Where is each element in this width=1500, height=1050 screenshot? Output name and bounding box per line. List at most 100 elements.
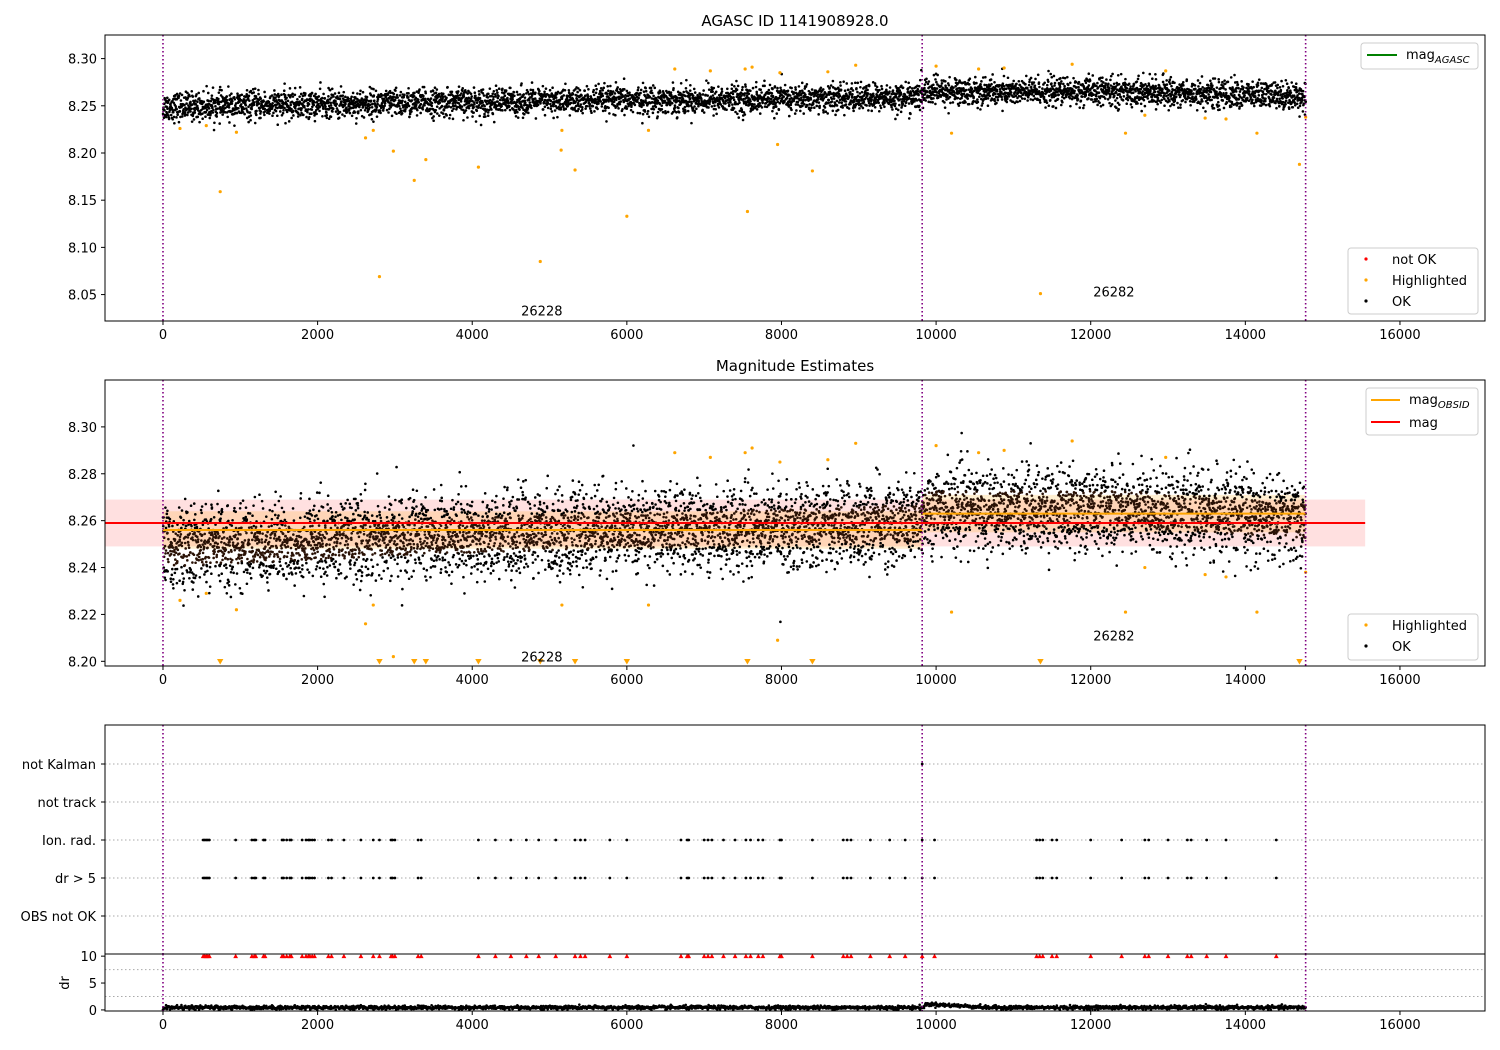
ok-point: [435, 105, 439, 108]
ok-point: [1074, 80, 1078, 84]
ok-point: [196, 106, 200, 110]
ok-point: [828, 86, 831, 90]
ok-point: [1188, 99, 1192, 103]
ok-point: [571, 92, 575, 96]
ok-point: [282, 101, 286, 105]
ok-point: [471, 115, 474, 118]
ok-point: [837, 101, 841, 104]
ok-point: [850, 95, 854, 99]
ok-point: [164, 115, 168, 119]
ok-point: [733, 84, 736, 88]
ok-point: [324, 105, 327, 109]
ok-point: [432, 115, 435, 118]
ok-point: [228, 121, 231, 124]
ok-point: [949, 101, 952, 105]
ok-point: [1047, 104, 1051, 108]
ok-point: [1103, 97, 1107, 100]
ok-point: [802, 112, 806, 115]
ok-point: [185, 102, 188, 105]
ok-point: [990, 82, 993, 86]
ok-point: [1126, 98, 1130, 102]
ok-point: [492, 90, 496, 93]
ok-point: [891, 108, 894, 111]
ok-point: [350, 95, 353, 99]
ok-point: [1122, 95, 1126, 98]
ok-point: [1190, 89, 1193, 93]
ok-point: [1151, 77, 1154, 81]
ok-point: [1084, 81, 1088, 85]
ok-point: [643, 110, 647, 113]
ok-point: [1179, 106, 1182, 109]
ok-point: [1161, 88, 1164, 91]
ok-point: [551, 86, 554, 90]
ok-point: [247, 105, 250, 109]
ok-point: [320, 96, 324, 100]
ok-point: [797, 85, 801, 88]
ok-point: [652, 94, 655, 98]
ok-point: [923, 86, 926, 90]
ok-point: [318, 109, 321, 113]
ok-point: [1153, 90, 1157, 94]
ok-point: [614, 113, 617, 117]
ok-point: [202, 89, 205, 93]
ok-point: [1064, 95, 1068, 99]
ok-point: [858, 107, 861, 110]
ok-point: [1148, 72, 1152, 76]
ok-point: [201, 112, 204, 115]
ok-point: [335, 107, 339, 110]
ok-point: [591, 104, 595, 108]
ok-point: [283, 82, 286, 85]
ok-point: [252, 103, 256, 107]
ok-point: [356, 92, 359, 95]
ok-point: [839, 80, 842, 84]
ok-point: [699, 93, 702, 97]
ok-point: [563, 88, 567, 92]
ok-point: [362, 116, 366, 119]
ok-point: [653, 86, 657, 90]
ok-point: [660, 104, 664, 107]
ok-point: [841, 106, 844, 109]
ok-point: [741, 85, 744, 89]
ok-point: [259, 110, 263, 113]
ok-point: [1077, 85, 1080, 89]
ok-point: [430, 112, 433, 115]
ok-point: [331, 110, 334, 113]
ok-point: [194, 102, 198, 106]
ok-point: [478, 114, 481, 118]
ok-point: [1229, 76, 1233, 79]
ok-point: [1245, 96, 1249, 100]
ok-point: [431, 93, 434, 97]
ok-point: [313, 119, 317, 123]
ok-point: [918, 104, 921, 108]
ok-point: [543, 113, 547, 117]
ok-point: [472, 105, 475, 109]
ok-point: [516, 110, 519, 114]
ok-point: [220, 88, 223, 92]
ok-point: [241, 110, 245, 114]
ok-point: [918, 108, 922, 112]
ok-point: [968, 82, 971, 86]
ok-point: [191, 95, 195, 98]
ok-point: [492, 98, 495, 101]
ok-point: [1047, 94, 1051, 98]
ok-point: [1143, 104, 1147, 108]
ok-point: [1041, 92, 1045, 95]
ok-point: [419, 102, 423, 106]
ok-point: [478, 96, 482, 100]
ok-point: [931, 101, 934, 104]
ok-point: [554, 96, 558, 99]
ok-point: [249, 118, 252, 122]
ok-point: [441, 112, 445, 115]
ok-point: [344, 95, 347, 99]
ok-point: [540, 98, 544, 102]
ok-point: [1224, 88, 1227, 91]
ok-point: [462, 118, 465, 122]
ok-point: [1140, 109, 1143, 113]
ok-point: [198, 97, 201, 100]
ok-point: [909, 112, 912, 116]
ok-point: [1095, 97, 1099, 101]
ok-point: [816, 93, 820, 96]
ok-point: [1134, 89, 1137, 93]
ok-point: [323, 97, 327, 100]
ok-point: [255, 113, 258, 117]
